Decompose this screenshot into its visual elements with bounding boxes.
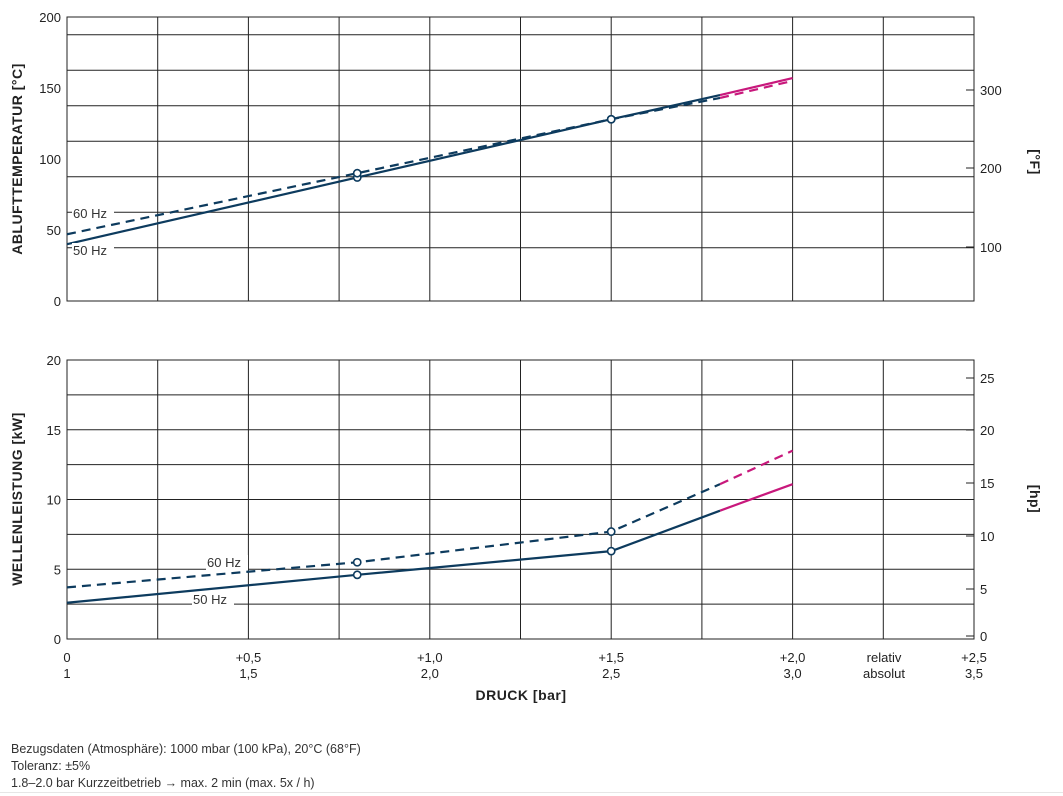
top-series-label: 50 Hz [73, 243, 107, 258]
short-term-operation-note: 1.8–2.0 bar Kurzzeitbetrieb → max. 2 min… [11, 776, 315, 790]
bottom-series-60hz-line [66, 483, 721, 589]
top-y-tick-label: 0 [54, 294, 61, 309]
x-tick-label-absolute: 3,0 [784, 666, 802, 681]
x-tick-label-relative: +1,5 [598, 650, 624, 665]
x-tick-label-relative: +0,5 [236, 650, 262, 665]
bottom-y-tick-label: 20 [47, 353, 61, 368]
top-y-tick-label-right: 100 [980, 240, 1002, 255]
reference-data-note: Bezugsdaten (Atmosphäre): 1000 mbar (100… [11, 742, 361, 756]
x-axis-title: DRUCK [bar] [475, 687, 566, 703]
top-y-ticks: 0 50 100 150 200 [39, 10, 61, 309]
x-axis-label-relative: relativ [867, 650, 902, 665]
x-tick-label-relative: 0 [63, 650, 70, 665]
top-y-axis-title: ABLUFTTEMPERATUR [°C] [9, 63, 25, 255]
x-tick-label-relative: +1,0 [417, 650, 443, 665]
top-data-point [606, 114, 616, 124]
x-tick-label-absolute: 1 [63, 666, 70, 681]
bottom-y-tick-label: 10 [47, 493, 61, 508]
bottom-y-tick-label-right: 15 [980, 476, 994, 491]
top-y-tick-label-right: 200 [980, 161, 1002, 176]
x-tick-label-absolute: 3,5 [965, 666, 983, 681]
bottom-y-tick-label-right: 10 [980, 529, 994, 544]
bottom-y-tick-label: 15 [47, 423, 61, 438]
top-y-tick-label-right: 300 [980, 83, 1002, 98]
bottom-series-label-bg [206, 555, 248, 570]
tolerance-note: Toleranz: ±5% [11, 759, 91, 773]
top-grid [67, 17, 974, 301]
x-tick-labels: 01 +0,51,5 +1,02,0 +1,52,5 +2,03,0 +2,53,5 [63, 650, 986, 681]
top-series-50hz-short-term-line [719, 76, 793, 97]
top-series-label-bg [72, 243, 114, 258]
bottom-y-tick-label-right: 0 [980, 629, 987, 644]
bottom-y-ticks-right: 0 5 10 15 20 25 [980, 371, 994, 644]
x-tick-label-relative: +2,5 [961, 650, 987, 665]
bottom-divider [0, 792, 1063, 793]
top-series-50hz-line [66, 94, 721, 246]
bottom-y-tick-label: 5 [54, 562, 61, 577]
bottom-y-tick-label: 0 [54, 632, 61, 647]
bottom-series-label: 60 Hz [207, 555, 241, 570]
top-y-tick-label: 100 [39, 152, 61, 167]
x-tick-label-relative: +2,0 [780, 650, 806, 665]
bottom-series-50hz-line [66, 509, 721, 604]
top-y-tick-label: 150 [39, 81, 61, 96]
x-tick-label-absolute: 2,5 [602, 666, 620, 681]
top-series-60hz-short-term-line [719, 79, 793, 100]
bottom-data-point [606, 527, 616, 536]
bottom-series: 50 Hz 60 Hz [66, 449, 794, 607]
top-series-60hz-line [66, 96, 721, 236]
bottom-y-ticks: 0 5 10 15 20 [47, 353, 61, 647]
bottom-series-label-bg [192, 592, 234, 607]
bottom-data-point [606, 546, 616, 556]
top-y-axis-title-right: [°F] [1027, 149, 1043, 174]
bottom-data-point [352, 557, 362, 567]
top-y-tick-label: 50 [47, 223, 61, 238]
top-series-label-bg [72, 206, 114, 221]
top-y-ticks-right: 100 200 300 [980, 83, 1002, 255]
x-axis-label-absolute: absolut [863, 666, 905, 681]
top-y-tick-label: 200 [39, 10, 61, 25]
bottom-data-point [352, 570, 362, 580]
exhaust-temperature-panel: 50 Hz 60 Hz 0 50 100 150 200 100 200 300 ABLUFT… [9, 10, 1043, 309]
top-series-label: 60 Hz [73, 206, 107, 221]
shaft-power-panel: 50 Hz 60 Hz 0 5 10 15 20 0 5 10 15 20 25 WELLENLEI… [9, 353, 1043, 647]
bottom-series-label: 50 Hz [193, 592, 227, 607]
bottom-y-tick-label-right: 25 [980, 371, 994, 386]
bottom-series-60hz-short-term-line [719, 449, 794, 486]
top-data-point [352, 168, 362, 178]
bottom-y-tick-label-right: 20 [980, 423, 994, 438]
bottom-y-axis-title-right: [hp] [1027, 485, 1043, 513]
x-tick-label-absolute: 1,5 [239, 666, 257, 681]
bottom-y-axis-title: WELLENLEISTUNG [kW] [9, 412, 25, 586]
bottom-y-tick-label-right: 5 [980, 582, 987, 597]
x-tick-label-absolute: 2,0 [421, 666, 439, 681]
footnotes: Bezugsdaten (Atmosphäre): 1000 mbar (100… [11, 741, 361, 792]
top-series: 50 Hz 60 Hz [66, 76, 793, 258]
bottom-series-50hz-short-term-line [719, 483, 793, 512]
